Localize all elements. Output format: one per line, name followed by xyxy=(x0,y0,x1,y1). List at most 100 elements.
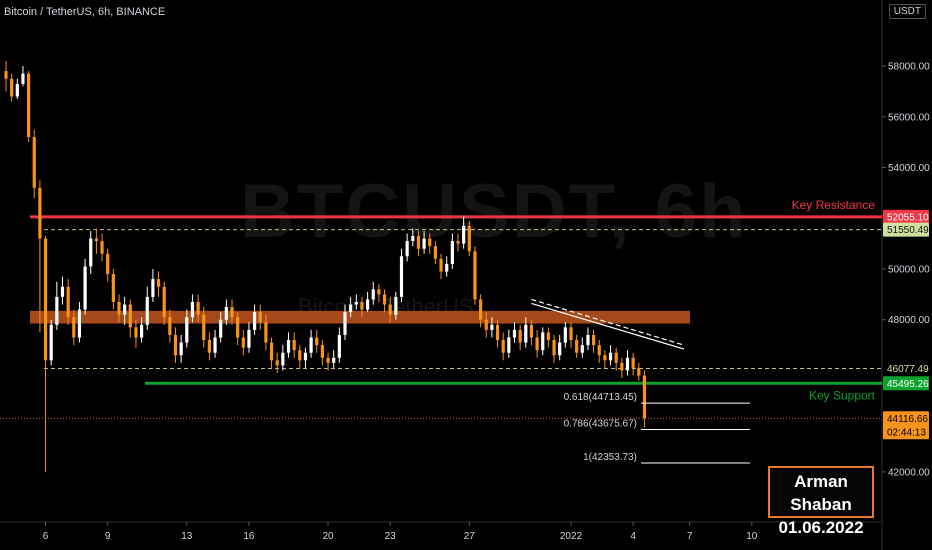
candle[interactable] xyxy=(625,357,630,371)
candle[interactable] xyxy=(309,337,313,353)
candle[interactable] xyxy=(60,286,65,297)
candle[interactable] xyxy=(433,246,437,259)
candle[interactable] xyxy=(269,342,274,361)
candle[interactable] xyxy=(168,317,172,335)
candle[interactable] xyxy=(179,342,183,356)
candle[interactable] xyxy=(83,266,87,310)
candle[interactable] xyxy=(558,342,562,356)
candle[interactable] xyxy=(495,324,500,341)
candle[interactable] xyxy=(207,340,211,353)
candle[interactable] xyxy=(399,256,404,297)
candle[interactable] xyxy=(569,327,573,341)
candle[interactable] xyxy=(614,352,618,363)
candle[interactable] xyxy=(575,340,579,353)
candle[interactable] xyxy=(608,352,613,361)
resistance-price-badge[interactable] xyxy=(883,209,929,224)
candle[interactable] xyxy=(156,279,161,287)
candle[interactable] xyxy=(405,241,409,257)
candle[interactable] xyxy=(258,312,262,323)
candle[interactable] xyxy=(552,340,556,356)
candle[interactable] xyxy=(281,352,285,366)
candle[interactable] xyxy=(473,251,477,300)
candle[interactable] xyxy=(524,324,528,343)
currency-badge[interactable]: USDT xyxy=(888,4,926,19)
candle[interactable] xyxy=(286,340,291,353)
candle[interactable] xyxy=(541,332,545,351)
candle[interactable] xyxy=(479,299,483,320)
candle[interactable] xyxy=(224,307,228,320)
candle[interactable] xyxy=(315,337,319,346)
candle[interactable] xyxy=(501,340,505,353)
candle[interactable] xyxy=(162,286,166,318)
candle[interactable] xyxy=(445,263,449,272)
candle[interactable] xyxy=(94,238,98,242)
candle[interactable] xyxy=(592,334,596,346)
candle[interactable] xyxy=(10,78,14,97)
candle[interactable] xyxy=(450,241,454,264)
candle[interactable] xyxy=(507,337,511,353)
dashed-high-price-badge[interactable] xyxy=(883,222,929,237)
candle[interactable] xyxy=(202,314,206,341)
candle[interactable] xyxy=(43,238,48,361)
candle[interactable] xyxy=(241,337,245,348)
candle[interactable] xyxy=(388,304,392,315)
candle[interactable] xyxy=(512,329,517,338)
candle[interactable] xyxy=(382,294,387,305)
candle[interactable] xyxy=(38,187,42,239)
candle[interactable] xyxy=(546,332,550,341)
candle[interactable] xyxy=(603,355,607,361)
candle[interactable] xyxy=(354,301,358,305)
candle[interactable] xyxy=(196,301,200,315)
candle[interactable] xyxy=(72,317,76,338)
candle[interactable] xyxy=(620,362,624,371)
candle[interactable] xyxy=(343,312,347,335)
candle[interactable] xyxy=(586,334,590,346)
candle[interactable] xyxy=(49,324,53,361)
candle[interactable] xyxy=(394,296,398,315)
candle[interactable] xyxy=(151,279,155,297)
candle[interactable] xyxy=(247,329,251,348)
candle[interactable] xyxy=(326,357,330,363)
candle[interactable] xyxy=(411,236,415,242)
candle[interactable] xyxy=(21,73,25,84)
candle[interactable] xyxy=(337,334,341,358)
candle[interactable] xyxy=(190,301,195,318)
candle[interactable] xyxy=(77,309,82,338)
candle[interactable] xyxy=(360,301,364,310)
candle[interactable] xyxy=(580,345,584,353)
candle[interactable] xyxy=(236,317,240,338)
candle[interactable] xyxy=(140,324,144,338)
candle[interactable] xyxy=(185,317,189,343)
candle[interactable] xyxy=(642,375,647,419)
symbol-title[interactable]: Bitcoin / TetherUS, 6h, BINANCE xyxy=(4,6,166,18)
candle[interactable] xyxy=(631,357,635,368)
candle[interactable] xyxy=(366,299,370,310)
candle[interactable] xyxy=(128,304,132,328)
candle[interactable] xyxy=(563,327,567,343)
last-price-badge[interactable] xyxy=(883,411,929,440)
candle[interactable] xyxy=(4,71,8,79)
candle[interactable] xyxy=(467,225,471,252)
candle[interactable] xyxy=(490,324,494,330)
candle[interactable] xyxy=(264,322,268,343)
candle[interactable] xyxy=(456,241,460,244)
candle[interactable] xyxy=(637,367,641,376)
candle[interactable] xyxy=(298,350,302,361)
candle[interactable] xyxy=(439,258,443,272)
candle[interactable] xyxy=(484,319,488,330)
candle[interactable] xyxy=(134,327,138,338)
trendline-upper[interactable] xyxy=(531,298,685,346)
candle[interactable] xyxy=(123,304,127,315)
trendline-lower[interactable] xyxy=(531,302,685,350)
dashed-low-price-badge[interactable] xyxy=(883,361,929,376)
candle[interactable] xyxy=(428,238,432,247)
price-axis[interactable] xyxy=(882,0,932,550)
candle[interactable] xyxy=(529,324,534,338)
candle[interactable] xyxy=(597,345,601,356)
candle[interactable] xyxy=(377,289,381,295)
candle[interactable] xyxy=(371,289,375,300)
candle[interactable] xyxy=(117,301,121,315)
candle[interactable] xyxy=(320,345,324,358)
